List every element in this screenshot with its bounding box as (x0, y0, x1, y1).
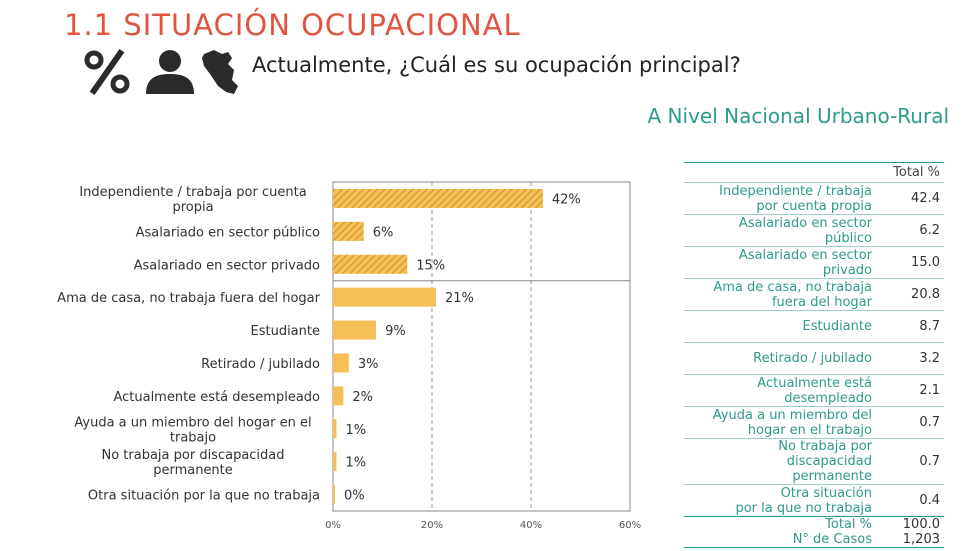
data-label: 9% (385, 324, 406, 339)
bar (333, 485, 335, 505)
table-row-label: Ayuda a un miembro del hogar en el trabaj… (684, 406, 876, 439)
bar (333, 419, 337, 439)
bar (333, 386, 344, 406)
category-label: Estudiante (251, 324, 321, 339)
data-label: 2% (352, 390, 373, 405)
data-label: 6% (373, 225, 394, 240)
table-row-value: 0.7 (876, 438, 944, 485)
table-row: Ayuda a un miembro del hogar en el trabaj… (684, 406, 944, 439)
data-label: 3% (358, 357, 379, 372)
peru-map-icon (202, 50, 238, 94)
table-row: Retirado / jubilado 3.2 (684, 342, 944, 375)
category-label: Asalariado en sector privado (134, 258, 320, 273)
occupation-bar-chart: 0% 20% 40% 60% 42% Independiente / trabaja po… (57, 181, 641, 531)
bar (333, 188, 543, 208)
data-label: 21% (445, 291, 474, 306)
bar (333, 254, 408, 274)
table-row-value: 2.1 (876, 374, 944, 407)
category-label: Ayuda a un miembro del hogar en el trabaj… (74, 415, 311, 445)
category-label: Retirado / jubilado (201, 357, 320, 372)
table-total-row: Total % 100.0 (684, 516, 944, 532)
table-row-label: Asalariado en sector público (684, 214, 876, 247)
person-icon (146, 50, 194, 94)
total-value: 100.0 (876, 516, 944, 532)
category-label: Asalariado en sector público (136, 225, 320, 240)
table-row-label: Actualmente está desempleado (684, 374, 876, 407)
table-row: Asalariado en sector privado 15.0 (684, 246, 944, 279)
table-row: Ama de casa, no trabaja fuera del hogar 20… (684, 278, 944, 311)
bar (333, 221, 364, 241)
occupation-table: Total % Independiente / trabaja por cuent… (684, 162, 944, 548)
category-label: Independiente / trabaja por cuenta propia (79, 185, 306, 215)
table-row-value: 6.2 (876, 214, 944, 247)
data-label: 1% (345, 456, 366, 471)
category-label: Ama de casa, no trabaja fuera del hogar (57, 291, 320, 306)
table-row-value: 3.2 (876, 342, 944, 375)
table-row-value: 15.0 (876, 246, 944, 279)
bar (333, 353, 349, 373)
cases-value: 1,203 (876, 532, 944, 548)
survey-question: Actualmente, ¿Cuál es su ocupación princ… (252, 53, 741, 77)
bar (333, 320, 377, 340)
table-row: Asalariado en sector público 6.2 (684, 214, 944, 247)
scope-subtitle: A Nivel Nacional Urbano-Rural (647, 104, 949, 128)
table-row-label: Ama de casa, no trabaja fuera del hogar (684, 278, 876, 311)
table-row-label: No trabaja por discapacidad permanente (684, 438, 876, 485)
data-label: 42% (552, 192, 581, 207)
table-cases-row: N° de Casos 1,203 (684, 532, 944, 548)
table-row-value: 42.4 (876, 182, 944, 215)
table-row-value: 20.8 (876, 278, 944, 311)
table-row-label: Asalariado en sector privado (684, 246, 876, 279)
table-row-label: Independiente / trabaja por cuenta propia (684, 182, 876, 215)
table-row: No trabaja por discapacidad permanente 0.7 (684, 438, 944, 485)
category-label: Actualmente está desempleado (113, 390, 320, 405)
table-row: Independiente / trabaja por cuenta propia… (684, 182, 944, 215)
table-row-value: 8.7 (876, 310, 944, 343)
x-tick-label: 0% (325, 520, 341, 531)
data-label: 15% (416, 258, 445, 273)
table-row-label: Estudiante (684, 310, 876, 343)
table-row: Actualmente está desempleado 2.1 (684, 374, 944, 407)
x-tick-label: 20% (421, 520, 443, 531)
table-row-label: Retirado / jubilado (684, 342, 876, 375)
data-label: 1% (345, 423, 366, 438)
table-row: Estudiante 8.7 (684, 310, 944, 343)
plot-frame (332, 181, 631, 512)
table-row-value: 0.7 (876, 406, 944, 439)
table-row-value: 0.4 (876, 484, 944, 517)
header-icons (84, 48, 238, 96)
cases-label: N° de Casos (684, 532, 876, 548)
category-label: No trabaja por discapacidad permanente (101, 448, 284, 478)
table-row: Otra situación por la que no trabaja 0.4 (684, 484, 944, 517)
category-label: Otra situación por la que no trabaja (88, 489, 320, 504)
bar (333, 287, 436, 307)
x-tick-label: 40% (520, 520, 542, 531)
table-row-label: Otra situación por la que no trabaja (684, 484, 876, 517)
percent-icon (84, 48, 130, 96)
data-label: 0% (344, 489, 365, 504)
total-label: Total % (684, 516, 876, 532)
bar (333, 452, 337, 472)
table-header-total: Total % (876, 162, 944, 183)
x-tick-label: 60% (619, 520, 641, 531)
page-title: 1.1 SITUACIÓN OCUPACIONAL (64, 8, 521, 42)
